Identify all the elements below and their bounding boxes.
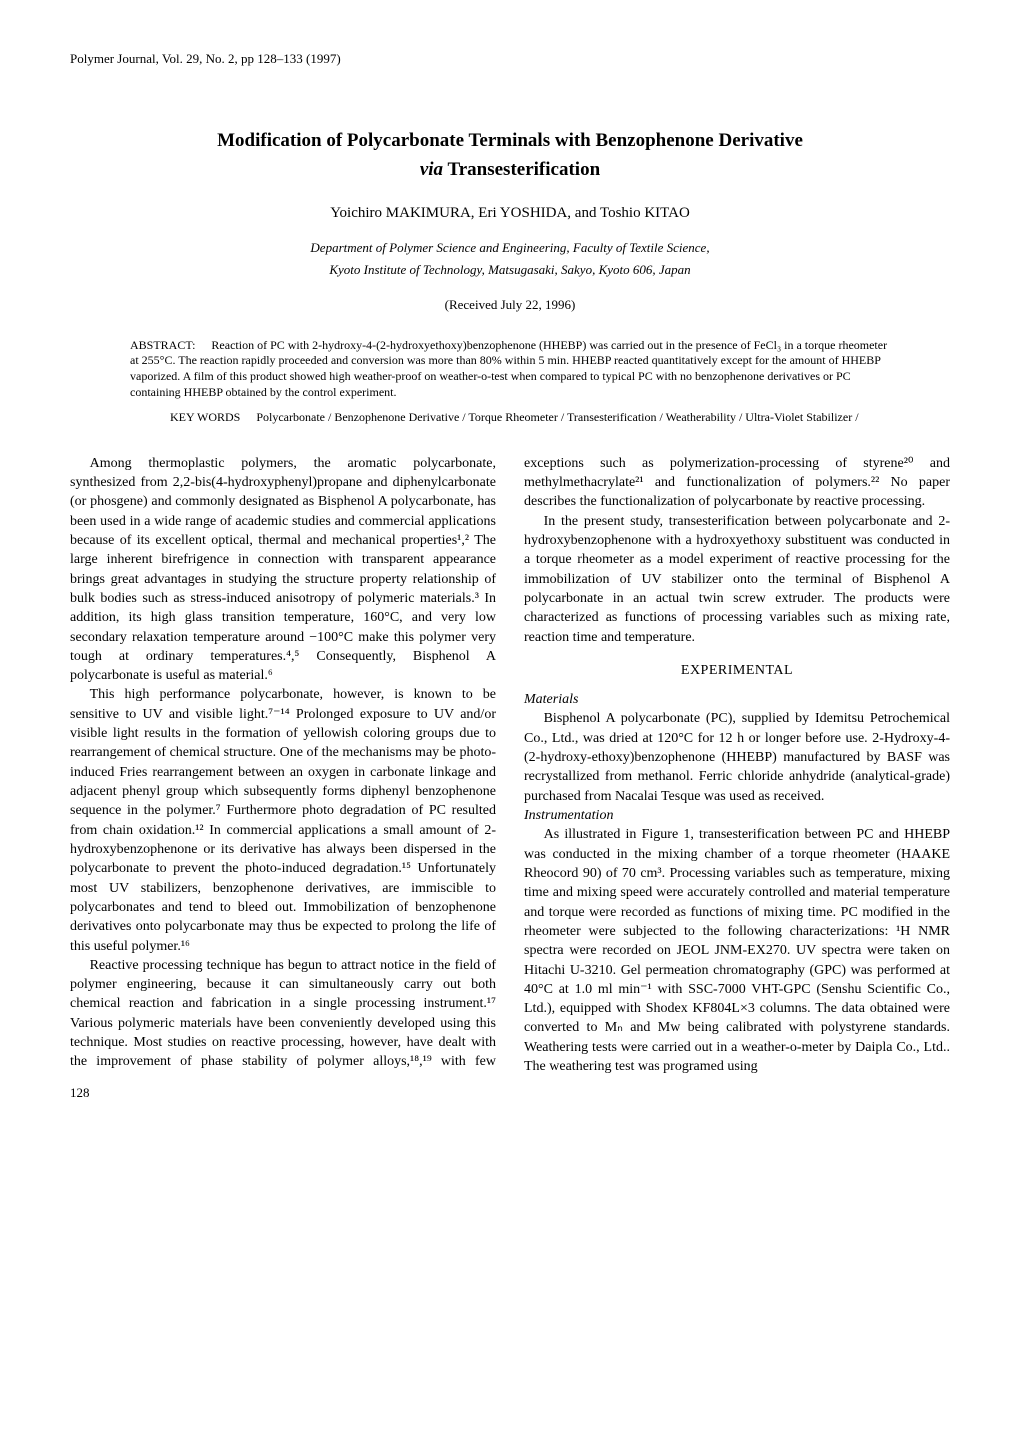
- materials-heading: Materials: [524, 690, 950, 709]
- abstract: ABSTRACT:Reaction of PC with 2-hydroxy-4…: [130, 338, 890, 400]
- body-columns: Among thermoplastic polymers, the aromat…: [70, 454, 950, 1077]
- title-rest: Transesterification: [443, 159, 600, 180]
- authors: Yoichiro MAKIMURA, Eri YOSHIDA, and Tosh…: [70, 203, 950, 223]
- paragraph-1: Among thermoplastic polymers, the aromat…: [70, 454, 496, 686]
- title-via-italic: via: [420, 159, 443, 180]
- article-title-line1: Modification of Polycarbonate Terminals …: [70, 128, 950, 154]
- article-title-line2: via Transesterification: [70, 157, 950, 183]
- received-date: (Received July 22, 1996): [70, 296, 950, 314]
- experimental-heading: EXPERIMENTAL: [524, 661, 950, 680]
- affiliation-line1: Department of Polymer Science and Engine…: [70, 239, 950, 257]
- paragraph-5: Bisphenol A polycarbonate (PC), supplied…: [524, 709, 950, 806]
- paragraph-6: As illustrated in Figure 1, transesterif…: [524, 825, 950, 1076]
- paragraph-4: In the present study, transesterificatio…: [524, 512, 950, 647]
- affiliation-line2: Kyoto Institute of Technology, Matsugasa…: [70, 261, 950, 279]
- instrumentation-heading: Instrumentation: [524, 806, 950, 825]
- abstract-text: Reaction of PC with 2-hydroxy-4-(2-hydro…: [130, 338, 887, 399]
- keywords-label: KEY WORDS: [170, 410, 240, 424]
- paragraph-2: This high performance polycarbonate, how…: [70, 685, 496, 955]
- page-number: 128: [70, 1084, 950, 1102]
- keywords: KEY WORDS Polycarbonate / Benzophenone De…: [170, 410, 890, 426]
- journal-header: Polymer Journal, Vol. 29, No. 2, pp 128–…: [70, 50, 950, 68]
- keywords-text: Polycarbonate / Benzophenone Derivative …: [256, 410, 858, 424]
- abstract-label: ABSTRACT:: [130, 338, 195, 352]
